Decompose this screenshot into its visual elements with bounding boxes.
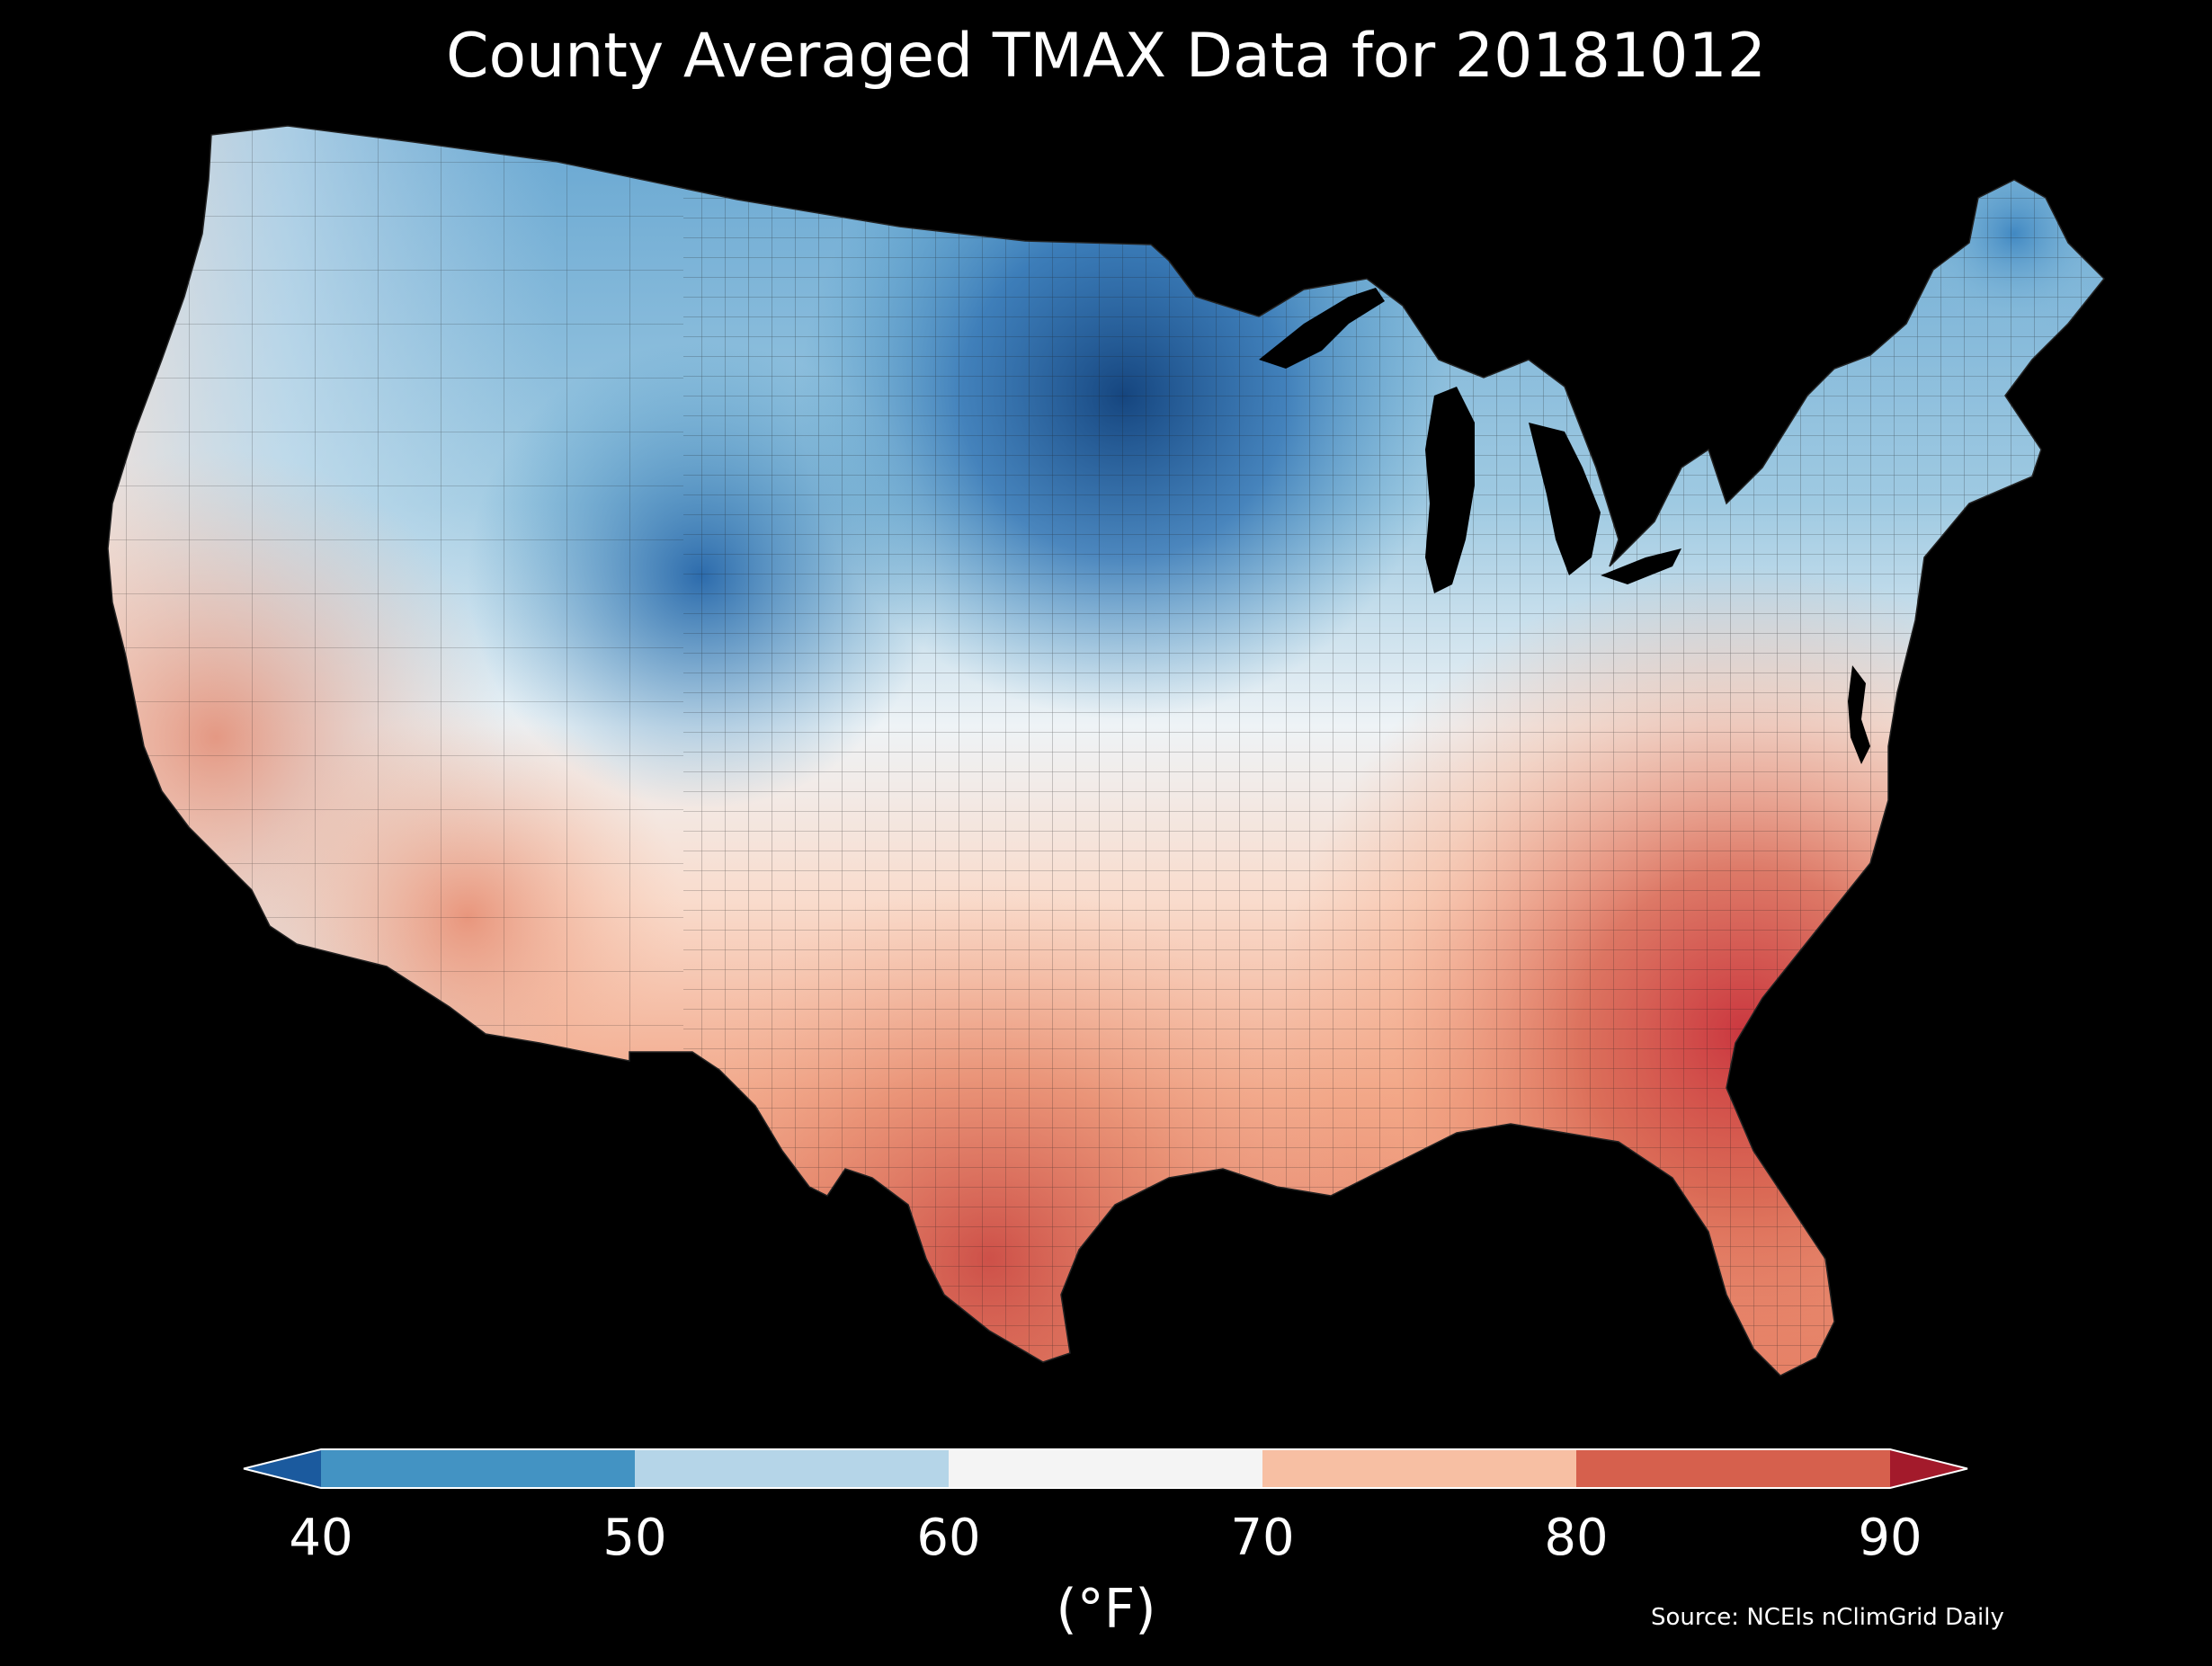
colorbar-bin (1576, 1449, 1891, 1488)
colorbar-bin (635, 1449, 950, 1488)
colorbar (243, 1448, 1968, 1489)
lake-huron (1529, 423, 1601, 575)
colorbar-tick-label: 40 (289, 1509, 353, 1567)
colorbar-tick-label: 90 (1858, 1509, 1922, 1567)
colorbar-tick-label: 60 (916, 1509, 981, 1567)
colorbar-bin (949, 1449, 1263, 1488)
colorbar-tick-label: 80 (1544, 1509, 1609, 1567)
colorbar-bin (321, 1449, 636, 1488)
lake-michigan (1425, 387, 1475, 593)
colorbar-tick-label: 50 (602, 1509, 667, 1567)
lake-erie (1601, 548, 1681, 584)
colorbar-outline (243, 1448, 1968, 1489)
colorbar-unit-label: (°F) (1056, 1578, 1156, 1641)
map-title: County Averaged TMAX Data for 20181012 (446, 21, 1766, 92)
us-county-map (107, 125, 2105, 1376)
colorbar-tick-label: 70 (1230, 1509, 1295, 1567)
source-credit: Source: NCEIs nClimGrid Daily (1651, 1604, 2004, 1631)
chesapeake-bay (1848, 665, 1870, 764)
lake-superior (1259, 288, 1385, 369)
colorbar-extend-low (244, 1449, 321, 1488)
colorbar-extend-high (1890, 1449, 1967, 1488)
colorbar-bin (1262, 1449, 1577, 1488)
